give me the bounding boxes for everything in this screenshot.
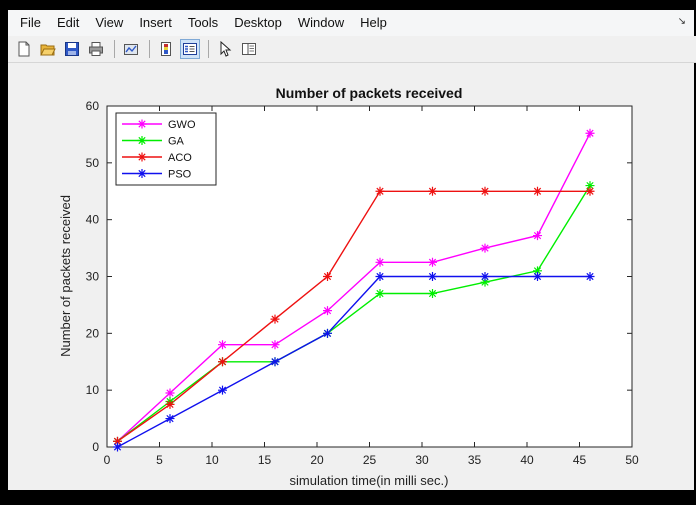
y-tick-label: 0 — [92, 440, 99, 454]
series-line-aco — [117, 190, 590, 442]
data-point-pso — [585, 272, 595, 281]
menu-help[interactable]: Help — [360, 15, 387, 30]
data-point-gwo — [480, 243, 490, 253]
data-point-pso — [270, 357, 280, 367]
legend-marker-pso — [137, 169, 147, 178]
data-point-aco — [533, 186, 542, 196]
data-point-aco — [218, 357, 227, 367]
dock-arrow-icon[interactable]: ↘ — [677, 16, 686, 27]
menu-window[interactable]: Window — [297, 15, 345, 30]
new-figure-icon[interactable] — [14, 39, 34, 59]
data-point-aco — [480, 186, 490, 196]
x-tick-label: 20 — [310, 453, 324, 467]
data-point-pso — [113, 442, 122, 452]
x-tick-label: 10 — [205, 453, 219, 467]
menu-desktop[interactable]: Desktop — [234, 15, 282, 30]
data-point-pso — [428, 272, 437, 281]
link-plot-icon[interactable] — [121, 39, 141, 59]
data-point-pso — [375, 272, 385, 281]
data-point-gwo — [375, 257, 385, 267]
legend-icon[interactable] — [180, 39, 200, 59]
data-point-aco — [375, 186, 385, 196]
open-file-icon[interactable] — [38, 39, 58, 59]
x-tick-label: 50 — [625, 453, 639, 467]
data-point-ga — [428, 289, 437, 299]
data-point-ga — [585, 181, 595, 191]
data-point-pso — [533, 272, 542, 281]
x-tick-label: 5 — [156, 453, 163, 467]
x-tick-label: 25 — [363, 453, 377, 467]
pointer-icon[interactable] — [215, 39, 235, 59]
y-axis-label: Number of packets received — [58, 195, 73, 357]
series-lines — [117, 132, 591, 448]
x-tick-label: 15 — [258, 453, 272, 467]
chart-title: Number of packets received — [276, 85, 463, 101]
data-point-ga — [375, 289, 385, 299]
x-tick-label: 45 — [573, 453, 587, 467]
colorbar-icon[interactable] — [156, 39, 176, 59]
data-point-aco — [323, 272, 332, 281]
data-point-gwo — [585, 128, 595, 138]
data-point-gwo — [323, 306, 332, 316]
data-point-aco — [165, 399, 175, 409]
figure-window: File Edit View Insert Tools Desktop Wind… — [8, 10, 696, 490]
data-point-ga — [533, 266, 542, 276]
legend-marker-gwo — [137, 119, 147, 129]
toolbar-separator — [114, 40, 115, 58]
x-tick-label: 30 — [415, 453, 429, 467]
legend-label-aco: ACO — [168, 152, 192, 164]
legend[interactable]: GWO GA ACO PSO — [115, 112, 217, 186]
y-tick-label: 30 — [86, 270, 100, 284]
data-point-gwo — [533, 231, 542, 241]
figure-canvas: Number of packets received simulation ti… — [8, 63, 694, 490]
menu-view[interactable]: View — [95, 15, 124, 30]
menu-insert[interactable]: Insert — [139, 15, 172, 30]
x-tick-label: 40 — [520, 453, 534, 467]
y-tick-label: 20 — [86, 326, 100, 340]
data-point-pso — [165, 414, 175, 424]
data-point-aco — [585, 186, 595, 196]
line-chart: Number of packets received simulation ti… — [58, 85, 639, 488]
menu-bar: File Edit View Insert Tools Desktop Wind… — [8, 10, 694, 36]
data-point-pso — [480, 272, 490, 281]
save-icon[interactable] — [62, 39, 82, 59]
data-point-ga — [480, 277, 490, 287]
menu-file[interactable]: File — [20, 15, 41, 30]
axis-ticks: 0 5 10 15 20 25 30 35 40 45 50 0 10 20 30 40 50 60 — [86, 99, 639, 467]
y-tick-label: 60 — [86, 99, 100, 113]
x-axis-label: simulation time(in milli sec.) — [290, 473, 449, 488]
toolbar-separator — [149, 40, 150, 58]
data-point-aco — [113, 436, 122, 446]
data-point-gwo — [165, 388, 175, 398]
legend-marker-aco — [137, 152, 147, 162]
menu-tools[interactable]: Tools — [187, 15, 219, 30]
series-markers — [113, 128, 595, 452]
x-tick-label: 0 — [104, 453, 111, 467]
data-point-pso — [218, 385, 227, 395]
figure-toolbar — [8, 36, 696, 63]
y-tick-label: 50 — [86, 156, 100, 170]
y-tick-label: 10 — [86, 383, 100, 397]
data-point-pso — [323, 328, 332, 338]
data-point-aco — [270, 314, 280, 324]
data-point-gwo — [428, 257, 437, 267]
legend-label-gwo: GWO — [168, 119, 196, 131]
data-point-aco — [428, 186, 437, 196]
y-tick-label: 40 — [86, 213, 100, 227]
series-line-pso — [117, 275, 590, 448]
property-editor-icon[interactable] — [239, 39, 259, 59]
data-point-gwo — [218, 340, 227, 350]
legend-marker-ga — [137, 136, 147, 145]
menu-edit[interactable]: Edit — [56, 15, 80, 30]
data-point-gwo — [270, 340, 280, 350]
series-line-gwo — [117, 132, 591, 442]
toolbar-separator — [208, 40, 209, 58]
print-icon[interactable] — [86, 39, 106, 59]
x-tick-label: 35 — [468, 453, 482, 467]
legend-label-ga: GA — [168, 136, 185, 148]
legend-label-pso: PSO — [168, 169, 192, 181]
